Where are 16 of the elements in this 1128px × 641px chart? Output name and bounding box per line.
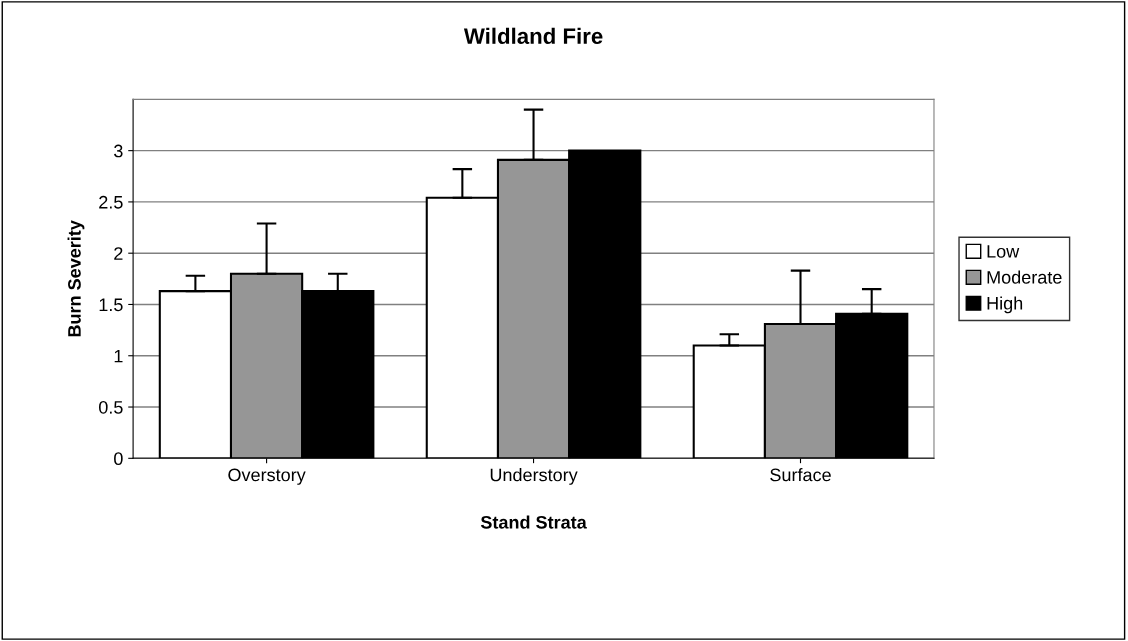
y-axis-title: Burn Severity (67, 220, 85, 337)
x-tick-label: Understory (490, 468, 578, 485)
x-tick-label: Surface (770, 468, 831, 482)
y-tick-label: 0 (114, 452, 123, 466)
x-tick-label: Overstory (228, 468, 306, 485)
legend-label: High (987, 296, 1023, 314)
y-tick-label: 2 (114, 247, 123, 260)
y-tick-label: 1.5 (99, 298, 123, 312)
y-tick-label: 3 (114, 144, 123, 158)
x-axis-title: Stand Strata (480, 515, 587, 529)
y-tick-label: 1 (114, 349, 123, 363)
y-tick-label: 0.5 (98, 400, 123, 414)
y-tick-label: 2.5 (99, 195, 123, 209)
legend-label: Moderate (987, 270, 1062, 284)
legend-label: Low (987, 245, 1020, 258)
chart-title: Wildland Fire (463, 27, 603, 45)
